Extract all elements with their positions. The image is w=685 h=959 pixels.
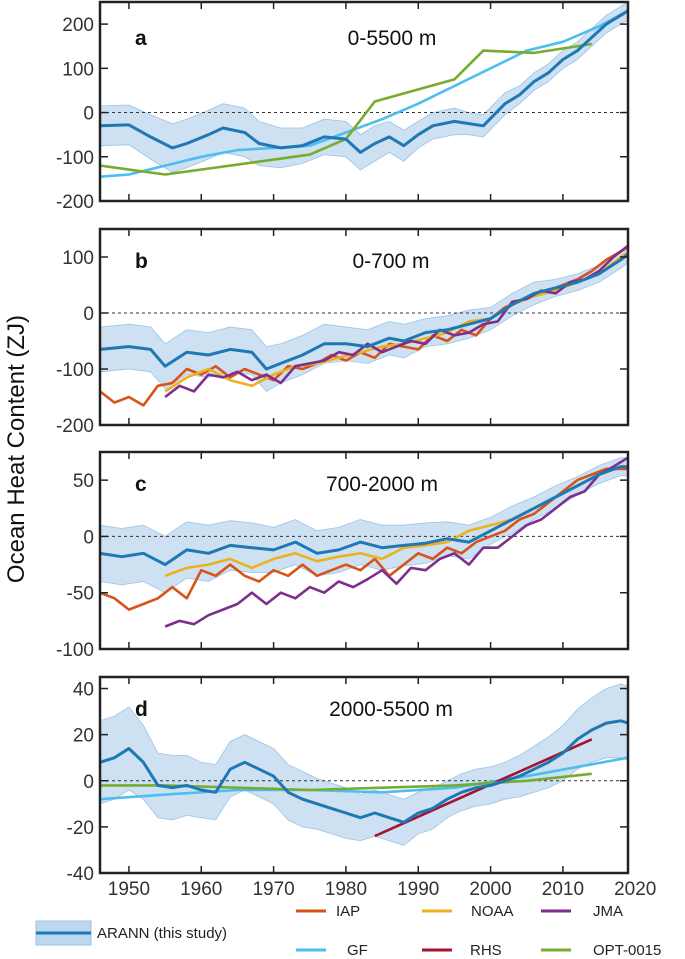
x-tick-label: 2010 [542, 879, 584, 900]
y-tick-label: 0 [83, 527, 94, 548]
panel-frame-b [98, 227, 630, 427]
x-tick-label: 2000 [469, 879, 511, 900]
legend-item-rhs: RHS [422, 942, 502, 959]
y-tick-label: -50 [67, 584, 94, 605]
panel-frame-c [98, 450, 630, 651]
y-tick-label: 20 [73, 726, 94, 747]
y-tick-label: -100 [56, 148, 94, 169]
legend-label: JMA [593, 903, 623, 920]
y-tick-label: -20 [67, 818, 94, 839]
x-tick-label: 1990 [397, 879, 439, 900]
legend-item-noaa: NOAA [422, 903, 514, 920]
panel-title-c: 700-2000 m [326, 473, 438, 496]
legend-item-arann: ARANN (this study) [35, 920, 227, 946]
panel-d: -40 -20 0 20 40 d 2000-5500 m [67, 675, 630, 885]
x-tick-label: 1960 [180, 879, 222, 900]
y-tick-label: -40 [67, 864, 94, 885]
y-tick-label: 0 [83, 104, 94, 125]
panel-c: -100 -50 0 50 c 700-2000 m [56, 450, 630, 661]
x-tick-label: 2020 [614, 879, 656, 900]
legend-item-iap: IAP [296, 903, 360, 920]
panel-frame-a [98, 0, 630, 203]
y-tick-label: 100 [62, 59, 94, 80]
legend-label: OPT-0015 [593, 942, 661, 959]
panel-frame-d [98, 675, 630, 875]
legend-label: NOAA [471, 903, 514, 920]
uncertainty-band-b [100, 245, 628, 392]
legend-item-jma: JMA [541, 903, 623, 920]
series-line-c-jma [164, 456, 628, 628]
panel-letter-d: d [135, 698, 148, 721]
panel-title-b: 0-700 m [352, 250, 429, 273]
panel-title-a: 0-5500 m [348, 27, 437, 50]
y-tick-label: 0 [83, 772, 94, 793]
panel-letter-b: b [135, 250, 148, 273]
plot-area-a [100, 2, 628, 178]
series-line-a-opt-0015 [100, 42, 592, 176]
panel-b: -200 -100 0 100 b 0-700 m [56, 227, 630, 437]
uncertainty-band-d [100, 683, 628, 846]
plot-area-b [100, 244, 628, 407]
y-axis-label: Ocean Heat Content (ZJ) [3, 315, 30, 583]
series-line-c-arann [100, 465, 628, 567]
legend-label: RHS [470, 942, 502, 959]
y-tick-label: -200 [56, 192, 94, 213]
legend-label: GF [347, 942, 368, 959]
panel-letter-c: c [135, 473, 147, 496]
series-line-c-iap [100, 467, 628, 611]
series-line-d-arann [100, 719, 628, 824]
plot-area-d [100, 683, 628, 846]
x-tick-label: 1950 [108, 879, 150, 900]
panel-letter-a: a [135, 27, 147, 50]
legend-item-opt-0015: OPT-0015 [541, 942, 661, 959]
x-tick-label: 1980 [325, 879, 367, 900]
y-tick-label: 100 [62, 248, 94, 269]
panel-a: -200 -100 0 100 200 a 0-5500 m [56, 0, 630, 213]
legend-label: ARANN (this study) [97, 925, 227, 942]
y-tick-label: -100 [56, 640, 94, 661]
series-line-a-arann [100, 9, 628, 154]
x-axis-ticks: 1950 1960 1970 1980 1990 2000 2010 2020 [108, 879, 657, 900]
plot-area-c [100, 456, 628, 628]
x-tick-label: 1970 [252, 879, 294, 900]
series-line-a-gf [100, 9, 628, 178]
y-tick-label: 40 [73, 680, 94, 701]
y-tick-label: 0 [83, 304, 94, 325]
legend: ARANN (this study) IAP NOAA JMA GF RHS OPT-001… [35, 903, 661, 959]
y-tick-label: -100 [56, 360, 94, 381]
y-tick-label: -200 [56, 416, 94, 437]
legend-label: IAP [336, 903, 360, 920]
panel-title-d: 2000-5500 m [329, 698, 453, 721]
y-tick-label: 50 [73, 471, 94, 492]
series-line-b-jma [164, 244, 628, 399]
series-line-b-arann [100, 253, 628, 371]
legend-item-gf: GF [296, 942, 368, 959]
y-tick-label: 200 [62, 15, 94, 36]
